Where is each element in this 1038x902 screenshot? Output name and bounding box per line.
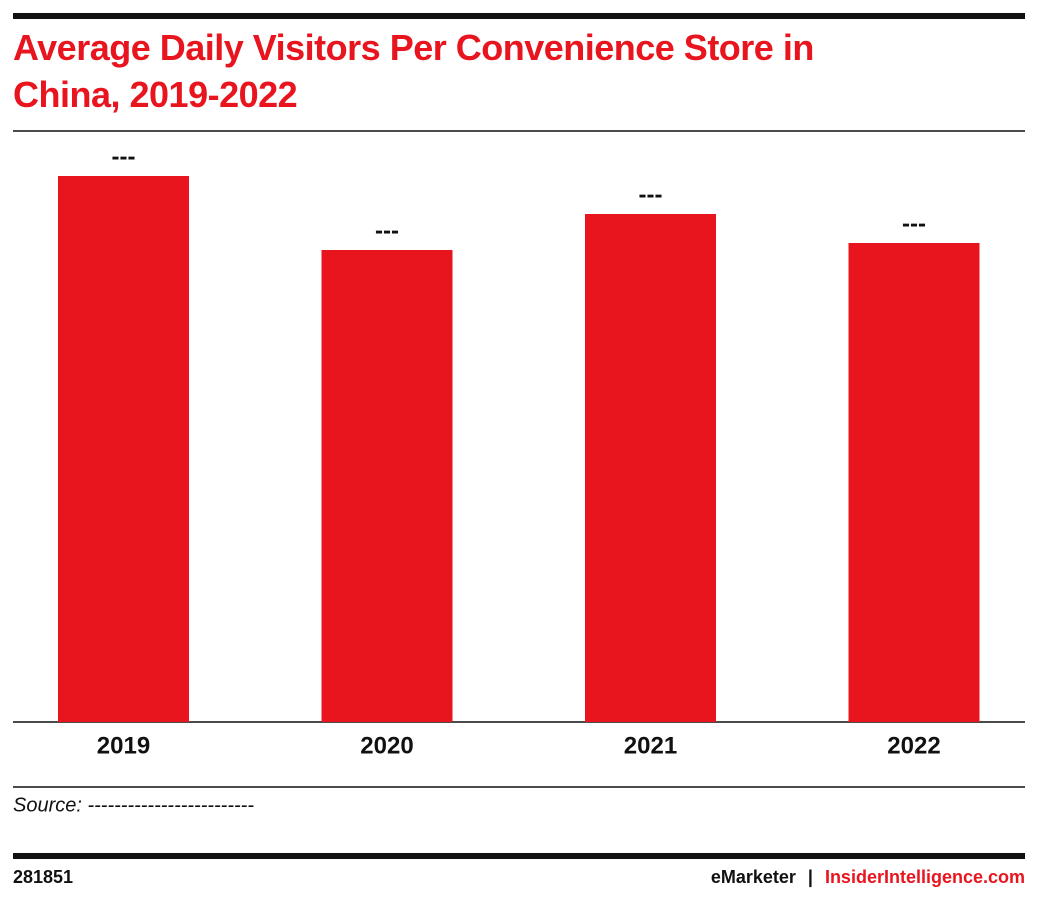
- value-label: ---: [902, 210, 926, 237]
- bar: [585, 214, 716, 722]
- separator: |: [808, 867, 813, 887]
- x-tick-label: 2022: [887, 732, 940, 759]
- chart-id: 281851: [13, 867, 73, 887]
- value-label: ---: [639, 181, 663, 208]
- bar: [848, 243, 980, 722]
- top-rule: [13, 13, 1025, 19]
- footer-brand: eMarketer | InsiderIntelligence.com: [711, 867, 1025, 887]
- chart-title: Average Daily Visitors Per Convenience S…: [13, 27, 814, 115]
- bar: [321, 250, 453, 722]
- value-label: ---: [112, 143, 136, 170]
- bottom-rule: [13, 853, 1025, 859]
- bar: [58, 176, 189, 722]
- x-tick-label: 2019: [97, 732, 150, 759]
- source: Source: -------------------------: [13, 794, 254, 816]
- brand: eMarketer: [711, 867, 796, 887]
- site: InsiderIntelligence.com: [825, 867, 1025, 887]
- value-label: ---: [375, 217, 399, 244]
- x-tick-label: 2020: [360, 732, 413, 759]
- x-tick-label: 2021: [624, 732, 677, 759]
